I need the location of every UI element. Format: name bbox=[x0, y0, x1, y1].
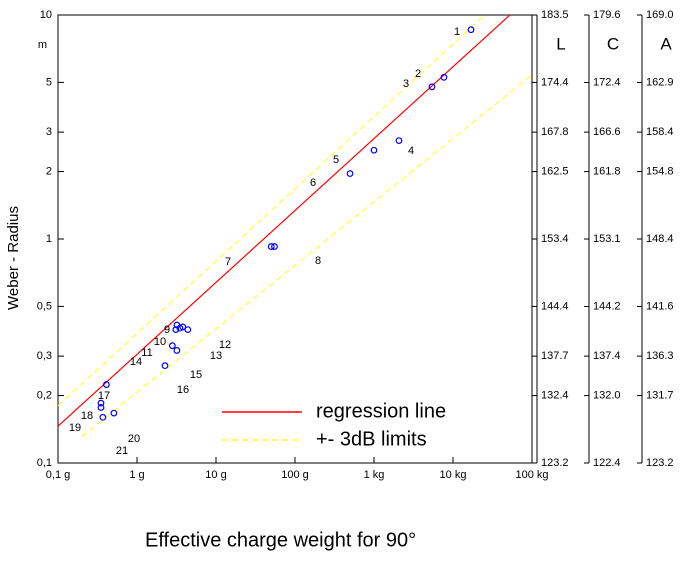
y-tick-label: 2 bbox=[46, 165, 52, 177]
line-series bbox=[57, 14, 486, 407]
data-point bbox=[395, 137, 403, 144]
data-point bbox=[97, 399, 105, 407]
data-point bbox=[179, 323, 187, 331]
y-tick-label: 10 bbox=[40, 9, 52, 21]
data-point bbox=[267, 243, 275, 250]
secondary-tick-label: 166.6 bbox=[593, 126, 621, 138]
secondary-tick-label: 167.8 bbox=[541, 126, 569, 138]
data-point bbox=[110, 409, 118, 417]
secondary-tick-label: 162.5 bbox=[541, 165, 569, 177]
secondary-tick-label: 137.4 bbox=[593, 350, 621, 362]
point-label: 1 bbox=[454, 26, 460, 38]
x-axis-label: Effective charge weight for 90° bbox=[145, 529, 416, 551]
secondary-tick-label: 123.2 bbox=[541, 457, 569, 469]
point-label: 9 bbox=[164, 324, 170, 336]
y-tick-label: 0,5 bbox=[37, 300, 52, 312]
data-point bbox=[440, 73, 448, 81]
y-tick-label: 3 bbox=[46, 126, 52, 138]
secondary-tick-label: 179.6 bbox=[593, 9, 621, 21]
secondary-tick-label: 132.0 bbox=[593, 389, 621, 401]
data-point bbox=[467, 26, 475, 34]
point-label: 10 bbox=[154, 336, 166, 348]
point-label: 8 bbox=[315, 255, 321, 267]
secondary-axis-title: A bbox=[660, 34, 672, 53]
secondary-tick-label: 144.2 bbox=[593, 300, 621, 312]
point-label: 14 bbox=[130, 356, 142, 368]
line-series bbox=[57, 14, 511, 427]
point-label: 4 bbox=[408, 145, 414, 157]
plot-frame bbox=[57, 14, 533, 464]
point-label: 3 bbox=[403, 78, 409, 90]
point-label: 2 bbox=[415, 68, 421, 80]
secondary-tick-label: 169.0 bbox=[646, 9, 674, 21]
secondary-tick-label: 132.4 bbox=[541, 389, 569, 401]
y-axis-label: Weber - Radius bbox=[5, 206, 22, 310]
point-label: 16 bbox=[177, 384, 189, 396]
data-point bbox=[97, 404, 105, 411]
secondary-tick-label: 162.9 bbox=[646, 76, 674, 88]
secondary-tick-label: 174.4 bbox=[541, 76, 569, 88]
point-label: 18 bbox=[81, 410, 93, 422]
point-label: 15 bbox=[190, 369, 202, 381]
secondary-tick-label: 183.5 bbox=[541, 9, 569, 21]
secondary-tick-label: 136.3 bbox=[646, 350, 674, 362]
secondary-tick-label: 161.8 bbox=[593, 165, 621, 177]
secondary-tick-label: 131.7 bbox=[646, 389, 674, 401]
secondary-tick-label: 123.2 bbox=[646, 457, 674, 469]
data-point bbox=[428, 83, 436, 91]
data-point bbox=[271, 243, 278, 250]
point-label: 5 bbox=[333, 154, 339, 166]
x-tick-label: 10 g bbox=[205, 469, 226, 481]
secondary-tick-label: 122.4 bbox=[593, 457, 621, 469]
secondary-tick-label: 137.7 bbox=[541, 350, 569, 362]
x-tick-label: 100 g bbox=[281, 469, 309, 481]
x-tick-label: 10 kg bbox=[440, 469, 467, 481]
point-label: 13 bbox=[210, 350, 222, 362]
y-tick-label: 1 bbox=[46, 233, 52, 245]
point-label: 6 bbox=[310, 177, 316, 189]
secondary-tick-label: 141.6 bbox=[646, 300, 674, 312]
data-point bbox=[172, 326, 180, 334]
secondary-tick-label: 148.4 bbox=[646, 233, 674, 245]
y-tick-label: 0,3 bbox=[37, 350, 52, 362]
point-label: 11 bbox=[141, 347, 152, 359]
y-tick-label: 0,1 bbox=[37, 457, 52, 469]
data-point bbox=[103, 381, 110, 388]
point-label: 17 bbox=[98, 390, 110, 402]
legend-label: regression line bbox=[316, 400, 446, 422]
y-tick-label: 5 bbox=[46, 76, 52, 88]
point-label: 21 bbox=[116, 445, 128, 457]
data-point bbox=[161, 362, 169, 370]
y-unit: m bbox=[38, 39, 47, 51]
point-label: 19 bbox=[69, 422, 81, 434]
x-tick-label: 100 kg bbox=[515, 469, 548, 481]
data-point bbox=[346, 170, 354, 177]
point-label: 20 bbox=[128, 433, 140, 445]
x-tick-label: 1 g bbox=[129, 469, 144, 481]
data-point bbox=[173, 347, 181, 354]
data-point bbox=[184, 326, 192, 334]
secondary-tick-label: 172.4 bbox=[593, 76, 621, 88]
legend-label: +- 3dB limits bbox=[316, 428, 427, 450]
secondary-tick-label: 144.4 bbox=[541, 300, 569, 312]
y-tick-label: 0,2 bbox=[37, 389, 52, 401]
x-tick-label: 0,1 g bbox=[46, 469, 70, 481]
secondary-tick-label: 153.1 bbox=[593, 233, 621, 245]
line-series bbox=[81, 74, 533, 438]
data-point bbox=[168, 342, 176, 350]
data-point bbox=[370, 146, 378, 154]
secondary-axis-title: C bbox=[607, 34, 619, 53]
data-point bbox=[99, 413, 107, 421]
secondary-axis-title: L bbox=[556, 34, 565, 53]
secondary-tick-label: 158.4 bbox=[646, 126, 674, 138]
x-tick-label: 1 kg bbox=[364, 469, 385, 481]
secondary-tick-label: 153.4 bbox=[541, 233, 569, 245]
secondary-tick-label: 154.8 bbox=[646, 165, 674, 177]
point-label: 7 bbox=[225, 256, 231, 268]
point-label: 12 bbox=[219, 339, 231, 351]
